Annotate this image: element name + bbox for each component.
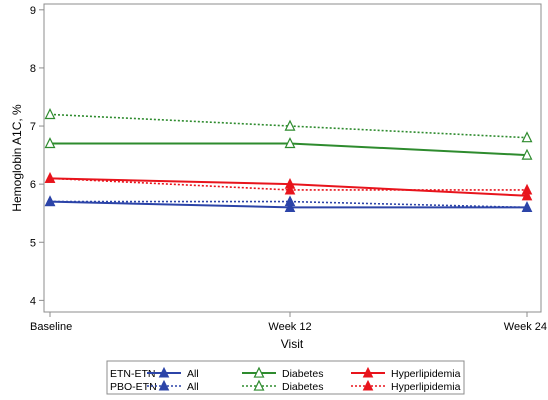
legend-swatch-marker [362,379,374,391]
data-point [521,189,533,201]
legend-swatch-marker [253,379,265,391]
legend-group-label: PBO-ETN [110,381,157,393]
data-point [521,131,533,143]
data-point [44,172,56,183]
data-point [521,201,533,212]
data-point [521,148,533,160]
series-pbo-etn-diabetes [44,108,533,143]
legend-group-label: ETN-ETN [110,368,156,380]
x-axis: Baseline Week 12 Week 24 [30,312,547,333]
data-point [284,137,296,149]
data-point [284,119,296,131]
data-point [284,195,296,207]
series-pbo-etn-all [44,195,533,212]
series-etn-etn-diabetes [44,137,533,160]
data-point [284,183,296,195]
data-point [44,195,56,207]
y-axis: 4 5 6 7 8 9 [30,5,44,307]
y-tick-label: 4 [30,295,36,307]
data-point [284,201,296,212]
legend-swatch-marker [253,366,265,378]
legend-label: Hyperlipidemia [391,368,461,380]
y-tick-label: 9 [30,5,36,17]
legend-frame [106,360,465,395]
x-tick-label: Week 24 [504,321,547,333]
legend-label: Diabetes [282,381,323,393]
series-pbo-etn-hyperlipidemia [44,172,533,195]
legend-swatch-marker [158,366,170,378]
x-tick-label: Baseline [30,321,72,333]
legend-label: Diabetes [282,368,323,380]
legend-label: Hyperlipidemia [391,381,461,393]
y-tick-label: 7 [30,121,36,133]
x-tick-label: Week 12 [268,321,311,333]
legend-swatch-marker [158,379,170,391]
data-point [44,108,56,120]
data-point [44,137,56,149]
y-tick-label: 6 [30,179,36,191]
legend-entry: Hyperlipidemia [351,379,461,393]
plot-frame [43,3,542,313]
y-tick-label: 8 [30,63,36,75]
series-etn-etn-hyperlipidemia [44,172,533,201]
y-axis-title: Hemoglobin A1C, % [10,104,24,212]
y-tick-label: 5 [30,237,36,249]
legend-entry: Diabetes [242,379,323,393]
series-layer [44,108,533,212]
x-axis-title: Visit [281,337,304,351]
legend-entry: All [147,366,199,380]
legend-entry: Hyperlipidemia [351,366,461,380]
legend-entry: All [147,379,199,393]
legend-entry: Diabetes [242,366,323,380]
data-point [521,183,533,195]
legend-label: All [187,381,199,393]
legend-label: All [187,368,199,380]
legend-swatch-marker [362,366,374,378]
